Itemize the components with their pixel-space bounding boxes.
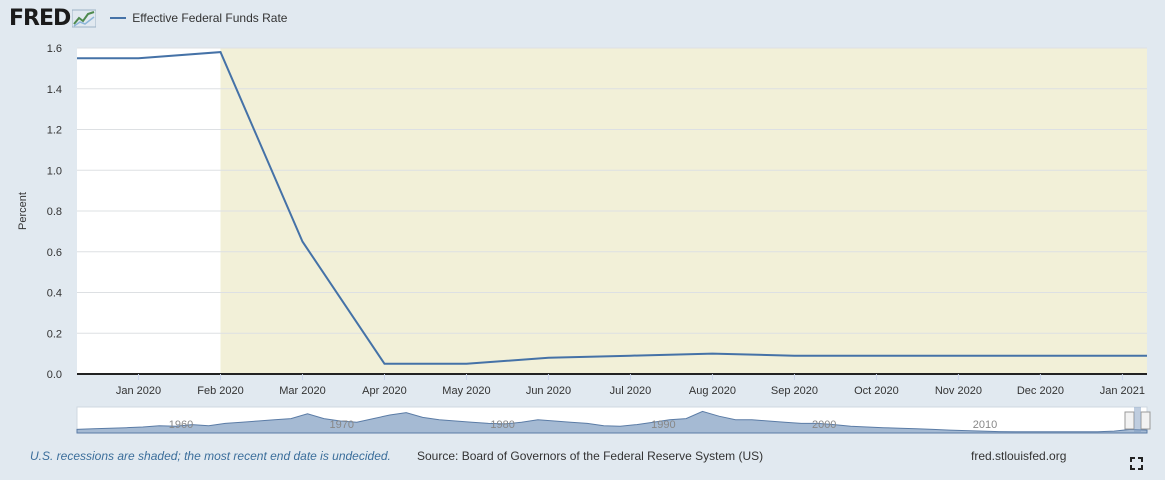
data-point — [874, 354, 878, 358]
data-point — [546, 356, 550, 360]
y-tick-label: 1.4 — [47, 84, 62, 96]
recession-note: U.S. recessions are shaded; the most rec… — [30, 449, 391, 463]
navigator-handle-left[interactable] — [1124, 411, 1135, 430]
y-tick-label: 0.0 — [47, 369, 62, 381]
x-tick-label: Jul 2020 — [610, 385, 652, 397]
x-tick-label: Dec 2020 — [1017, 385, 1064, 397]
x-tick-label: Jun 2020 — [526, 385, 571, 397]
navigator-label: 1980 — [490, 419, 514, 431]
x-tick-label: Feb 2020 — [197, 385, 243, 397]
fullscreen-icon[interactable] — [1130, 457, 1143, 470]
y-tick-label: 1.2 — [47, 125, 62, 137]
data-point — [628, 354, 632, 358]
data-point — [710, 352, 714, 356]
navigator-selection — [1134, 407, 1141, 433]
data-point — [300, 240, 304, 244]
y-tick-label: 0.8 — [47, 206, 62, 218]
chart-header: FRED Effective Federal Funds Rate — [9, 4, 287, 32]
x-tick-label: May 2020 — [442, 385, 490, 397]
data-point — [1120, 354, 1124, 358]
x-tick-label: Oct 2020 — [854, 385, 899, 397]
data-point — [1145, 354, 1149, 358]
navigator-label: 1970 — [330, 419, 354, 431]
line-chart: 0.0 0.2 0.4 0.6 0.8 1.0 1.2 1.4 1.6 Percent Jan 20… — [17, 43, 1151, 434]
legend[interactable]: Effective Federal Funds Rate — [110, 11, 287, 25]
series-line — [77, 51, 1147, 365]
legend-line-swatch — [110, 17, 127, 19]
x-tick-label: Apr 2020 — [362, 385, 407, 397]
data-point — [792, 354, 796, 358]
fred-graph-icon — [72, 9, 97, 28]
y-tick-label: 0.2 — [47, 328, 62, 340]
x-tick-label: Nov 2020 — [935, 385, 982, 397]
data-point — [136, 56, 140, 60]
data-point — [382, 362, 386, 366]
x-tick-label: Mar 2020 — [279, 385, 325, 397]
data-point — [75, 56, 79, 60]
navigator-series — [76, 410, 1148, 434]
y-tick-label: 1.6 — [47, 43, 62, 55]
x-tick-label: Aug 2020 — [689, 385, 736, 397]
legend-label: Effective Federal Funds Rate — [132, 11, 288, 25]
x-tick-label: Jan 2020 — [116, 385, 161, 397]
data-point — [464, 362, 468, 366]
data-point — [218, 50, 222, 54]
y-tick-label: 1.0 — [47, 165, 62, 177]
navigator-label: 2010 — [973, 419, 997, 431]
y-axis-label: Percent — [17, 192, 29, 230]
y-tick-label: 0.6 — [47, 247, 62, 259]
navigator-label: 2000 — [812, 419, 836, 431]
navigator-label: 1990 — [651, 419, 675, 431]
y-tick-label: 0.4 — [47, 288, 62, 300]
navigator-label: 1960 — [169, 419, 193, 431]
data-point — [956, 354, 960, 358]
source-note: Source: Board of Governors of the Federa… — [417, 449, 764, 463]
site-link[interactable]: fred.stlouisfed.org — [971, 449, 1067, 463]
navigator-handle-right[interactable] — [1140, 411, 1151, 430]
fred-logo[interactable]: FRED — [9, 5, 71, 31]
data-point — [1038, 354, 1042, 358]
x-tick-label: Jan 2021 — [1100, 385, 1145, 397]
x-tick-label: Sep 2020 — [771, 385, 818, 397]
